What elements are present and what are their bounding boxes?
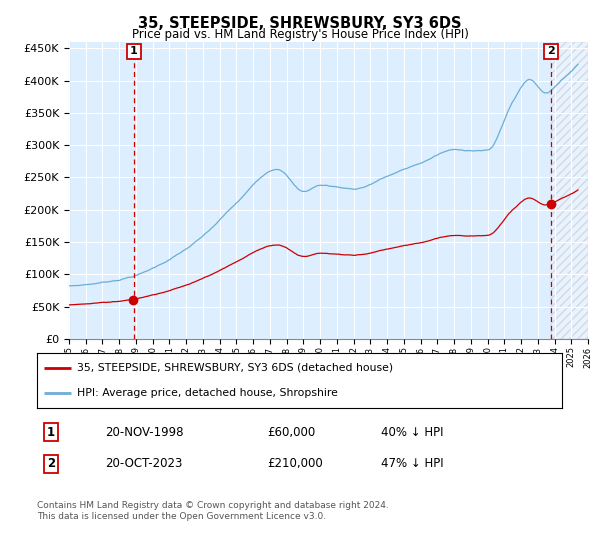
Text: £60,000: £60,000: [267, 426, 315, 439]
Text: 1: 1: [47, 426, 55, 439]
Text: 20-NOV-1998: 20-NOV-1998: [105, 426, 184, 439]
Text: 1: 1: [130, 46, 138, 57]
Text: 35, STEEPSIDE, SHREWSBURY, SY3 6DS: 35, STEEPSIDE, SHREWSBURY, SY3 6DS: [138, 16, 462, 31]
Text: 2: 2: [47, 457, 55, 470]
Text: 47% ↓ HPI: 47% ↓ HPI: [381, 457, 443, 470]
Text: Price paid vs. HM Land Registry's House Price Index (HPI): Price paid vs. HM Land Registry's House …: [131, 28, 469, 41]
Text: Contains HM Land Registry data © Crown copyright and database right 2024.
This d: Contains HM Land Registry data © Crown c…: [37, 501, 389, 521]
Text: £210,000: £210,000: [267, 457, 323, 470]
Text: HPI: Average price, detached house, Shropshire: HPI: Average price, detached house, Shro…: [77, 388, 337, 398]
Text: 2: 2: [547, 46, 555, 57]
Text: 20-OCT-2023: 20-OCT-2023: [105, 457, 182, 470]
Bar: [551, 42, 588, 339]
Text: 40% ↓ HPI: 40% ↓ HPI: [381, 426, 443, 439]
Text: 35, STEEPSIDE, SHREWSBURY, SY3 6DS (detached house): 35, STEEPSIDE, SHREWSBURY, SY3 6DS (deta…: [77, 363, 392, 372]
